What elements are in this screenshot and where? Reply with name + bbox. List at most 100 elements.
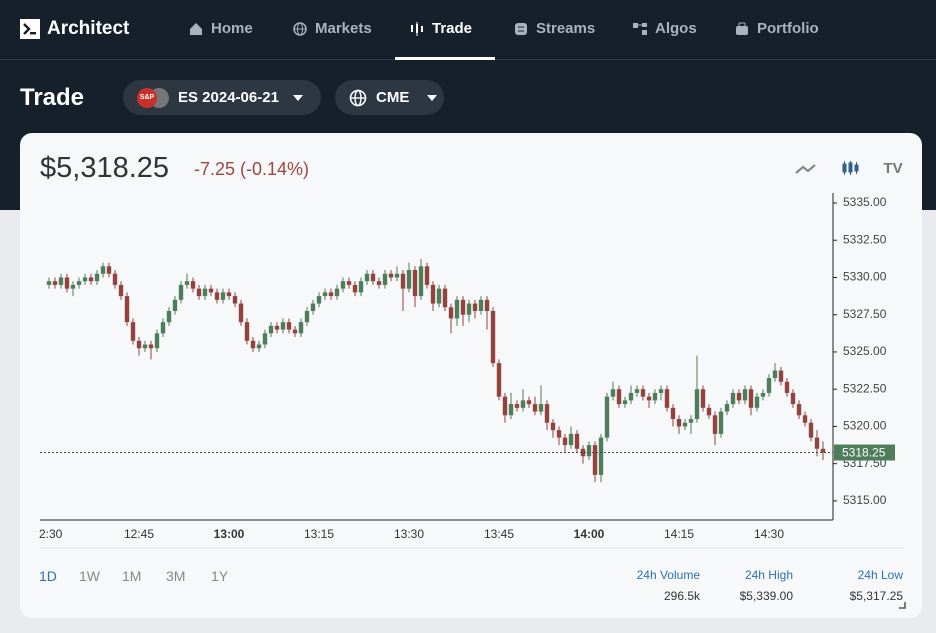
y-tick-label: 5330.00 bbox=[843, 270, 887, 284]
candle-body bbox=[736, 392, 742, 401]
nav-label: Streams bbox=[536, 20, 596, 37]
stat-value: 296.5k bbox=[663, 589, 700, 603]
candle-body bbox=[286, 322, 292, 330]
candle-body bbox=[310, 303, 316, 311]
candle-body bbox=[88, 277, 94, 282]
candle-body bbox=[676, 418, 682, 427]
nav-label: Algos bbox=[655, 20, 697, 37]
last-price-label: 5318.25 bbox=[842, 446, 886, 460]
candle-body bbox=[580, 448, 586, 457]
x-tick-label: 13:15 bbox=[304, 527, 334, 541]
nav-label: Portfolio bbox=[757, 20, 819, 37]
stat-value: $5,317.25 bbox=[849, 589, 903, 603]
candle-body bbox=[208, 288, 214, 293]
candle-body bbox=[688, 418, 694, 423]
candle-body bbox=[100, 266, 106, 274]
candle-body bbox=[220, 292, 226, 300]
candle-body bbox=[790, 392, 796, 405]
candle-body bbox=[634, 389, 640, 393]
candle-body bbox=[238, 303, 244, 323]
nav-item[interactable]: Portfolio bbox=[735, 20, 819, 37]
candle-body bbox=[538, 404, 544, 412]
nav-item[interactable]: Streams bbox=[514, 20, 595, 37]
candle-body bbox=[454, 299, 460, 319]
candle-body bbox=[262, 333, 268, 345]
candle-body bbox=[130, 322, 136, 341]
candle-body bbox=[364, 273, 370, 282]
timeframe-button[interactable]: 3M bbox=[166, 568, 186, 584]
candle-body bbox=[406, 270, 412, 289]
candle-body bbox=[592, 445, 598, 475]
instrument-select[interactable]: S&P ES 2024-06-21 bbox=[123, 80, 321, 115]
candle-body bbox=[388, 273, 394, 278]
candle-body bbox=[766, 378, 772, 393]
candle-body bbox=[232, 296, 238, 304]
candle-body bbox=[202, 288, 208, 297]
resize-handle[interactable] bbox=[899, 602, 906, 609]
nav-label: Home bbox=[211, 20, 253, 37]
candle-body bbox=[772, 370, 778, 379]
candle-body bbox=[112, 273, 118, 285]
stat: 24h High $5,339.00 bbox=[740, 568, 793, 603]
y-tick-label: 5322.50 bbox=[843, 381, 887, 395]
candle-body bbox=[820, 448, 826, 453]
globe-icon bbox=[349, 89, 367, 106]
candle-body bbox=[754, 396, 760, 408]
price: $5,318.25 bbox=[40, 152, 170, 184]
candle-body bbox=[280, 322, 286, 330]
chart-card bbox=[20, 133, 922, 618]
candle-body bbox=[178, 284, 184, 300]
candle-body bbox=[520, 400, 526, 408]
candle-body bbox=[550, 422, 556, 431]
candle-body bbox=[196, 288, 202, 297]
x-tick-label: 14:15 bbox=[664, 527, 694, 541]
candle-body bbox=[274, 325, 280, 330]
candle-body bbox=[442, 288, 448, 308]
candle-body bbox=[430, 284, 436, 304]
candle-body bbox=[250, 340, 256, 349]
candle-body bbox=[700, 389, 706, 408]
candle-body bbox=[328, 292, 334, 297]
candle-body bbox=[490, 310, 496, 364]
nav-icon bbox=[411, 21, 423, 36]
timeframe-button[interactable]: 1W bbox=[79, 568, 100, 584]
timeframe-button[interactable]: 1M bbox=[122, 568, 142, 584]
candle-body bbox=[670, 407, 676, 419]
nav-item[interactable]: Home bbox=[189, 20, 253, 37]
nav-icon bbox=[515, 22, 527, 35]
candle-body bbox=[340, 281, 346, 289]
nav-item[interactable]: Trade bbox=[410, 20, 472, 37]
instrument-icon: S&P bbox=[137, 87, 169, 108]
candle-body bbox=[604, 396, 610, 438]
candle-body bbox=[484, 299, 490, 311]
candle-body bbox=[646, 396, 652, 401]
timeframe-button[interactable]: 1Y bbox=[211, 568, 229, 584]
page-title: Trade bbox=[20, 84, 85, 111]
logo bbox=[20, 19, 40, 39]
candle-body bbox=[502, 396, 508, 416]
nav-item[interactable]: Algos bbox=[633, 20, 697, 37]
candle-body bbox=[166, 310, 172, 323]
candle-body bbox=[808, 422, 814, 438]
candle-body bbox=[652, 392, 658, 401]
nav-icon bbox=[293, 21, 307, 36]
candle-body bbox=[724, 404, 730, 412]
line-chart-button[interactable] bbox=[795, 164, 816, 174]
candle-body bbox=[706, 407, 712, 416]
exchange-select[interactable]: CME bbox=[335, 80, 444, 115]
candle-body bbox=[304, 310, 310, 323]
candle-body bbox=[568, 433, 574, 446]
candle-body bbox=[382, 273, 388, 285]
candle-body bbox=[718, 411, 724, 434]
candle-body bbox=[346, 281, 352, 285]
x-tick-label: 14:30 bbox=[754, 527, 784, 541]
nav-item[interactable]: Markets bbox=[293, 20, 372, 37]
brand: Architect bbox=[47, 18, 130, 39]
x-tick-label: 14:00 bbox=[574, 527, 605, 541]
candle-body bbox=[478, 299, 484, 311]
candle-chart-button[interactable] bbox=[842, 161, 859, 175]
timeframe-button[interactable]: 1D bbox=[39, 568, 57, 584]
candle-body bbox=[334, 288, 340, 297]
